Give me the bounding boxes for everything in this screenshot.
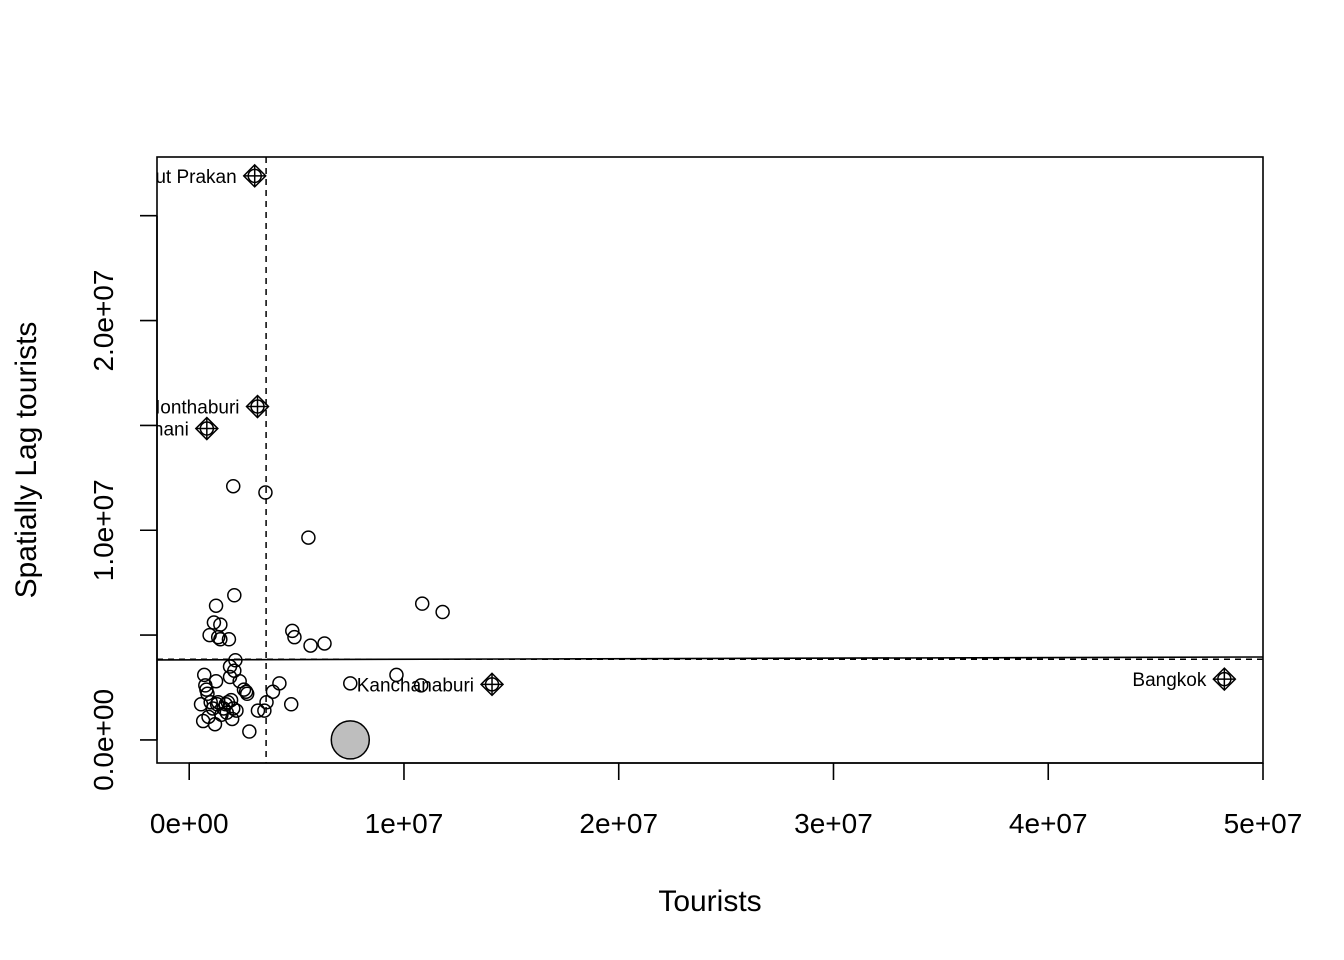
point-label: Bangkok xyxy=(1132,670,1206,691)
point-label: Samut Prakan xyxy=(116,167,236,188)
data-point xyxy=(203,694,218,710)
data-point xyxy=(225,478,241,494)
point-label: Pathum Thani xyxy=(71,420,189,441)
y-tick-label: 1.0e+07 xyxy=(88,479,119,581)
data-point xyxy=(221,632,237,647)
data-point xyxy=(272,676,287,691)
y-axis: 0.0e+00 1.0e+07 2.0e+07 xyxy=(88,214,158,791)
x-tick-label: 4e+07 xyxy=(1009,808,1088,839)
data-points xyxy=(193,163,1237,760)
data-point xyxy=(227,587,242,603)
x-axis-title: Tourists xyxy=(658,885,761,918)
data-point xyxy=(232,673,247,689)
x-tick-label: 5e+07 xyxy=(1224,808,1303,839)
data-point xyxy=(303,638,318,653)
y-tick-label: 2.0e+07 xyxy=(88,270,119,372)
data-point xyxy=(208,673,224,689)
data-point xyxy=(413,678,429,693)
data-point xyxy=(317,636,332,651)
data-point xyxy=(208,598,224,613)
x-tick-label: 3e+07 xyxy=(794,808,873,839)
data-point xyxy=(389,667,404,683)
data-point xyxy=(200,686,215,702)
highlight-point xyxy=(330,720,371,760)
data-point xyxy=(206,615,222,630)
data-point xyxy=(283,697,299,712)
data-point xyxy=(265,684,281,699)
point-label: Kanchanaburi xyxy=(357,675,474,696)
data-point xyxy=(287,629,302,645)
y-axis-title: Spatially Lag tourists xyxy=(10,322,43,599)
regression-line xyxy=(157,656,1263,661)
reference-lines xyxy=(157,157,1263,763)
point-label: Nonthaburi xyxy=(147,398,240,419)
data-point xyxy=(435,604,450,620)
data-point xyxy=(213,617,228,632)
data-point xyxy=(224,711,240,727)
x-tick-label: 0e+00 xyxy=(150,808,229,839)
data-point xyxy=(225,701,241,716)
data-point xyxy=(258,485,273,500)
data-point xyxy=(285,623,300,639)
x-axis: 0e+00 1e+07 2e+07 3e+07 4e+07 5e+07 xyxy=(150,762,1303,839)
data-point xyxy=(228,653,243,668)
data-point xyxy=(239,686,255,702)
x-tick-label: 1e+07 xyxy=(365,808,444,839)
y-tick-label: 0.0e+00 xyxy=(88,689,119,791)
data-point xyxy=(250,703,266,718)
data-point xyxy=(229,703,244,718)
data-point xyxy=(301,530,316,545)
data-point xyxy=(236,682,252,697)
data-point xyxy=(213,632,228,647)
data-point xyxy=(259,694,274,710)
data-point xyxy=(414,596,430,611)
data-point xyxy=(196,667,212,683)
plot-frame xyxy=(156,156,1264,764)
x-tick-label: 2e+07 xyxy=(579,808,658,839)
data-point xyxy=(343,676,358,691)
data-point xyxy=(257,703,272,718)
data-point xyxy=(242,724,257,739)
